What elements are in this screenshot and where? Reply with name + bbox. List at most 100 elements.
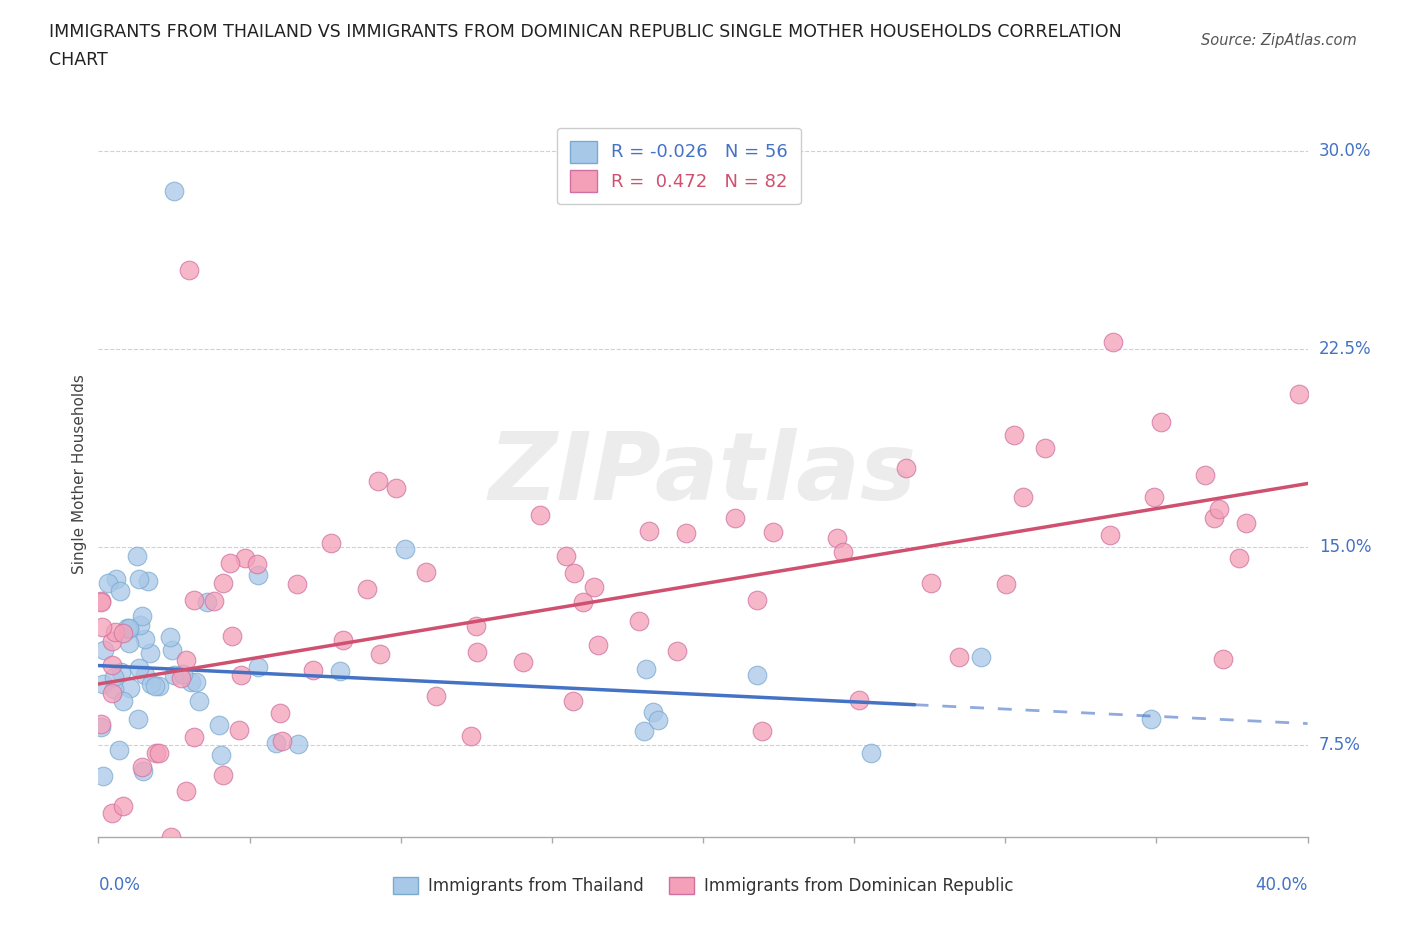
Point: [118, 620, 141, 635]
Point: [104, 625, 127, 640]
Point: [994, 577, 1017, 591]
Point: [101, 805, 124, 820]
Point: [118, 621, 141, 636]
Point: [134, 631, 156, 646]
Point: [148, 746, 170, 761]
Point: [103, 681, 125, 696]
Point: [572, 594, 595, 609]
Point: [948, 649, 970, 664]
Point: [332, 632, 354, 647]
Point: [762, 525, 785, 539]
Point: [141, 677, 163, 692]
Point: [1004, 428, 1026, 443]
Point: [218, 556, 240, 571]
Point: [111, 799, 134, 814]
Point: [221, 629, 243, 644]
Point: [747, 592, 769, 607]
Point: [529, 508, 551, 523]
Text: Source: ZipAtlas.com: Source: ZipAtlas.com: [1201, 33, 1357, 47]
Point: [1140, 711, 1163, 726]
Point: [270, 734, 292, 749]
Text: 7.5%: 7.5%: [1319, 736, 1361, 753]
Point: [356, 582, 378, 597]
Point: [93, 643, 115, 658]
Point: [1150, 415, 1173, 430]
Point: [825, 531, 848, 546]
Point: [179, 262, 201, 277]
Point: [101, 658, 124, 673]
Point: [170, 671, 193, 685]
Text: 30.0%: 30.0%: [1319, 142, 1371, 160]
Point: [562, 565, 585, 580]
Point: [120, 681, 142, 696]
Point: [139, 646, 162, 661]
Point: [246, 556, 269, 571]
Point: [112, 694, 135, 709]
Point: [512, 655, 534, 670]
Point: [127, 711, 149, 726]
Point: [132, 764, 155, 778]
Point: [174, 652, 197, 667]
Point: [269, 705, 291, 720]
Point: [860, 745, 883, 760]
Point: [188, 694, 211, 709]
Point: [1011, 490, 1033, 505]
Point: [128, 571, 150, 586]
Point: [209, 748, 232, 763]
Point: [588, 637, 610, 652]
Point: [90, 619, 112, 634]
Point: [634, 661, 657, 676]
Point: [134, 668, 156, 683]
Point: [633, 724, 655, 738]
Point: [172, 667, 194, 682]
Point: [848, 693, 870, 708]
Point: [104, 572, 127, 587]
Point: [894, 460, 917, 475]
Text: 40.0%: 40.0%: [1256, 876, 1308, 894]
Point: [1212, 651, 1234, 666]
Point: [1208, 501, 1230, 516]
Point: [287, 577, 309, 591]
Point: [555, 549, 578, 564]
Point: [110, 665, 132, 680]
Point: [751, 724, 773, 738]
Point: [562, 694, 585, 709]
Point: [1234, 515, 1257, 530]
Point: [90, 593, 112, 608]
Point: [1102, 334, 1125, 349]
Point: [582, 579, 605, 594]
Text: 22.5%: 22.5%: [1319, 340, 1371, 358]
Point: [385, 481, 408, 496]
Point: [125, 549, 148, 564]
Point: [329, 664, 352, 679]
Point: [1229, 551, 1251, 565]
Point: [131, 760, 153, 775]
Point: [832, 545, 855, 560]
Point: [108, 742, 131, 757]
Point: [117, 620, 139, 635]
Text: CHART: CHART: [49, 51, 108, 69]
Point: [647, 712, 669, 727]
Point: [183, 729, 205, 744]
Point: [208, 718, 231, 733]
Point: [159, 630, 181, 644]
Point: [675, 525, 697, 540]
Point: [97, 575, 120, 590]
Point: [460, 728, 482, 743]
Point: [920, 576, 942, 591]
Point: [425, 689, 447, 704]
Point: [148, 679, 170, 694]
Point: [1204, 510, 1226, 525]
Text: 0.0%: 0.0%: [98, 876, 141, 894]
Point: [90, 716, 112, 731]
Text: IMMIGRANTS FROM THAILAND VS IMMIGRANTS FROM DOMINICAN REPUBLIC SINGLE MOTHER HOU: IMMIGRANTS FROM THAILAND VS IMMIGRANTS F…: [49, 23, 1122, 41]
Point: [266, 736, 288, 751]
Point: [319, 535, 342, 550]
Point: [160, 830, 183, 844]
Point: [1143, 489, 1166, 504]
Point: [183, 592, 205, 607]
Point: [302, 663, 325, 678]
Point: [212, 767, 235, 782]
Point: [131, 608, 153, 623]
Point: [229, 668, 252, 683]
